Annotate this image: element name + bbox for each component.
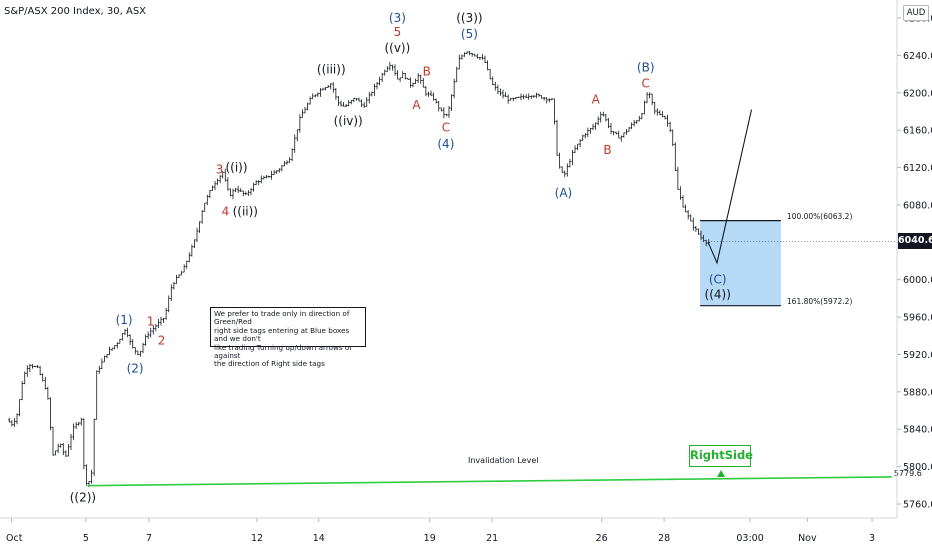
price-tick-label: 5800.0 xyxy=(903,462,932,473)
wave-label: 2 xyxy=(158,333,166,347)
wave-label: ((2)) xyxy=(70,490,96,504)
candles xyxy=(8,50,710,488)
wave-label: (2) xyxy=(127,361,144,375)
note-line: right side tags entering at Blue boxes a… xyxy=(214,325,350,344)
price-tick-label: 6160.0 xyxy=(903,126,932,137)
wave-label: ((3)) xyxy=(456,11,482,25)
price-tick-label: 6200.0 xyxy=(903,88,932,99)
time-tick-label: 5 xyxy=(83,533,89,544)
wave-label: (4) xyxy=(437,137,454,151)
fib-level-label: 100.00%(6063.2) xyxy=(787,212,853,221)
blue-box xyxy=(700,220,781,306)
note-line: We prefer to trade only in direction of … xyxy=(214,309,350,327)
price-tick-label: 6080.0 xyxy=(903,200,932,211)
trading-note: We prefer to trade only in direction of … xyxy=(210,307,366,368)
price-tick-label: 5920.0 xyxy=(903,350,932,361)
chart-title: S&P/ASX 200 Index, 30, ASX xyxy=(4,6,146,17)
rightside-badge: RightSide xyxy=(689,445,753,477)
time-tick-label: 7 xyxy=(146,533,152,544)
note-line: like trading Turning up/down arrows or a… xyxy=(214,342,353,361)
time-tick-label: 14 xyxy=(313,533,325,544)
wave-label: (B) xyxy=(637,61,655,75)
note-line: the direction of Right side tags xyxy=(214,359,325,369)
wave-label: B xyxy=(423,64,431,78)
rightside-label: RightSide xyxy=(690,448,753,462)
wave-label: 5 xyxy=(394,25,402,39)
wave-label: 4 xyxy=(222,204,230,218)
wave-label: 1 xyxy=(147,315,155,329)
time-tick-label: 21 xyxy=(486,533,498,544)
time-tick-label: 12 xyxy=(251,533,263,544)
time-tick-label: 03:00 xyxy=(736,533,763,544)
time-tick-label: 19 xyxy=(424,533,436,544)
wave-label: (C) xyxy=(709,273,727,287)
wave-label: ((4)) xyxy=(705,288,731,302)
wave-label: ((ii)) xyxy=(233,204,258,218)
time-tick-label: 3 xyxy=(869,533,875,544)
price-tick-label: 6120.0 xyxy=(903,163,932,174)
wave-label: C xyxy=(642,76,650,90)
time-tick-label: 28 xyxy=(658,533,670,544)
wave-label: (3) xyxy=(389,11,406,25)
fib-level-label: 161.80%(5972.2) xyxy=(787,297,853,306)
wave-label: A xyxy=(412,98,421,112)
time-tick-label: 26 xyxy=(596,533,608,544)
invalidation-line xyxy=(87,476,892,487)
wave-label: (A) xyxy=(555,186,573,200)
wave-label: ((iv)) xyxy=(334,114,363,128)
lines: 100.00%(6063.2) 161.80%(5972.2) Invalidati… xyxy=(87,109,922,487)
price-tick-label: 5840.0 xyxy=(903,425,932,436)
wave-label: (1) xyxy=(116,313,133,327)
time-tick-label: Nov xyxy=(798,533,817,544)
currency-badge[interactable]: AUD xyxy=(903,5,929,21)
invalidation-label: Invalidation Level xyxy=(468,456,538,465)
wave-label: ((i)) xyxy=(225,161,247,175)
wave-label: 3 xyxy=(216,162,224,176)
wave-label: ((iii)) xyxy=(317,62,346,76)
invalidation-value: 5779.6 xyxy=(894,469,922,478)
price-tick-label: 5880.0 xyxy=(903,387,932,398)
wave-label: ((v)) xyxy=(384,41,410,55)
time-tick-label: Oct xyxy=(6,533,23,544)
wave-label: A xyxy=(592,92,601,106)
price-tick-label: 5760.0 xyxy=(903,499,932,510)
wave-label: C xyxy=(442,120,450,134)
blue-box-layer xyxy=(700,220,781,306)
wave-label: B xyxy=(603,143,611,157)
price-tick-label: 5960.0 xyxy=(903,313,932,324)
wave-label: (5) xyxy=(461,27,478,41)
wave-labels: ((2)) (1) 1 (2) 2 3 ((i)) 4 ((ii)) ((iii)) ((iv)) (… xyxy=(70,11,731,504)
price-tick-label: 6000.0 xyxy=(903,275,932,286)
last-price-label: 6040.6 xyxy=(898,233,932,249)
price-tick-label: 6240.0 xyxy=(903,51,932,62)
up-arrow-icon xyxy=(717,470,725,477)
projection-path xyxy=(707,109,753,265)
